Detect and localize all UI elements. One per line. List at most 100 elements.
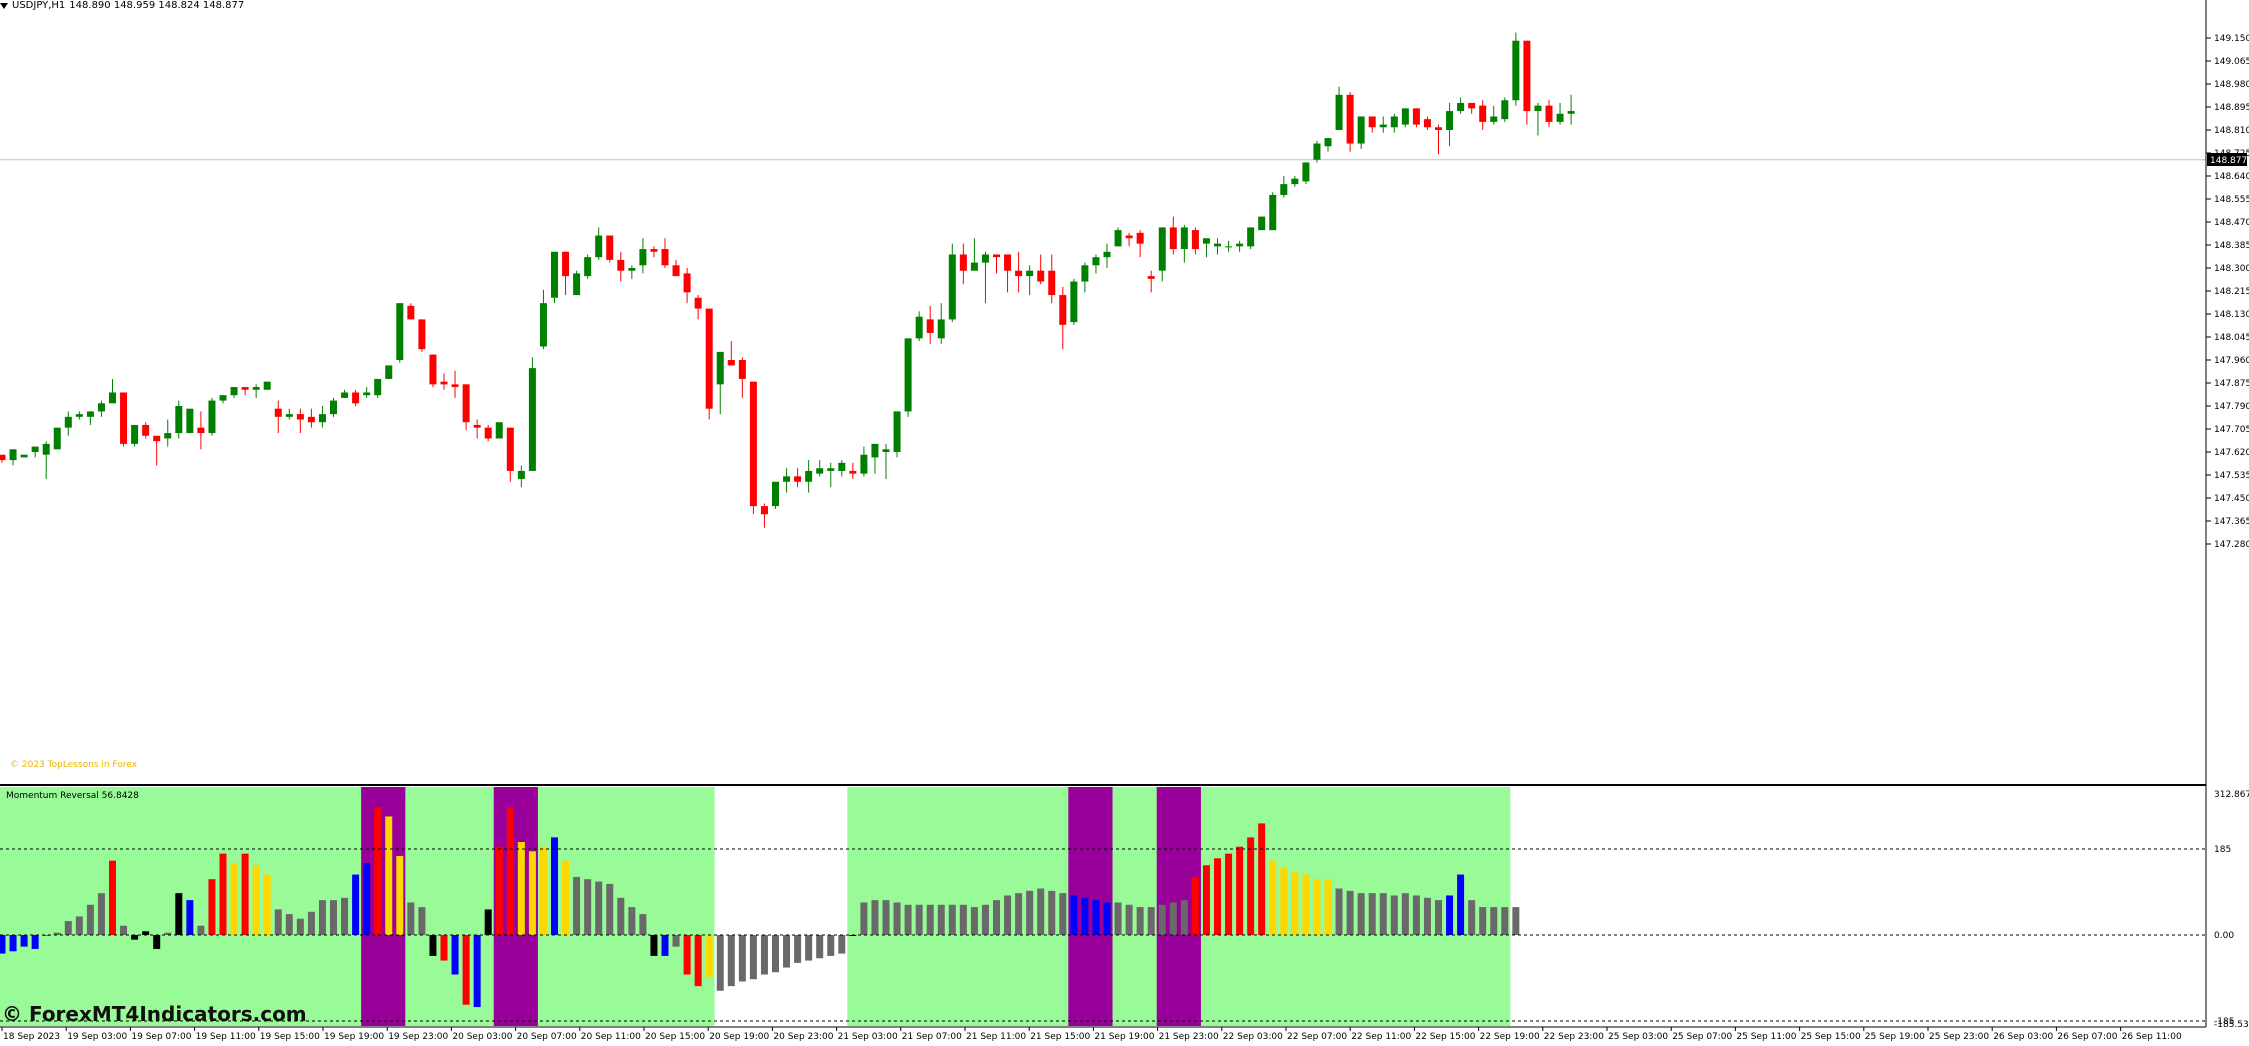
candle-body xyxy=(1070,281,1078,323)
candle xyxy=(473,419,481,439)
indicator-bar xyxy=(1291,872,1299,935)
candle xyxy=(904,338,912,417)
indicator-bar xyxy=(31,935,39,949)
candle-body xyxy=(1247,227,1255,247)
candle xyxy=(981,251,989,304)
candle xyxy=(1236,240,1244,252)
indicator-bar xyxy=(528,851,536,935)
candle-body xyxy=(1258,216,1266,231)
candle-body xyxy=(1225,246,1233,248)
candle xyxy=(1269,192,1277,231)
indicator-bar xyxy=(97,893,105,935)
candle-body xyxy=(539,303,547,347)
indicator-bar xyxy=(396,855,404,935)
candle xyxy=(1147,270,1155,293)
indicator-bar xyxy=(1015,893,1023,935)
indicator-bar xyxy=(882,900,890,935)
candle xyxy=(1435,124,1442,155)
candle xyxy=(241,387,249,396)
indicator-bar xyxy=(1324,879,1332,935)
candle xyxy=(219,395,227,404)
candle-body xyxy=(749,381,757,507)
indicator-bar xyxy=(1081,897,1089,935)
candle xyxy=(1357,116,1365,149)
candle-body xyxy=(219,395,227,401)
candle xyxy=(64,411,72,436)
candle xyxy=(1202,238,1210,258)
indicator-bar xyxy=(650,935,658,956)
candle xyxy=(1545,100,1553,128)
time-tick-label: 19 Sep 19:00 xyxy=(324,1032,384,1042)
candle xyxy=(186,408,194,434)
candle-body xyxy=(915,316,923,339)
candle xyxy=(727,341,735,366)
time-axis[interactable]: 18 Sep 2023 19 Sep 03:00 19 Sep 07:00 19 Se… xyxy=(1,1027,2182,1042)
indicator-bar xyxy=(1026,890,1034,935)
candle-body xyxy=(628,268,636,271)
candle-body xyxy=(1490,116,1498,122)
candle-body xyxy=(374,378,382,396)
price-panel[interactable] xyxy=(0,32,2206,786)
indicator-bar xyxy=(1313,879,1321,935)
indicator-bar xyxy=(584,879,592,935)
indicator-bar xyxy=(981,904,989,935)
candle-body xyxy=(639,249,647,266)
candle xyxy=(0,454,6,463)
indicator-bar xyxy=(993,900,1000,935)
candle-body xyxy=(330,400,337,415)
candle xyxy=(263,381,271,390)
candle-body xyxy=(186,408,194,434)
indicator-bar xyxy=(573,876,581,935)
indicator-bar xyxy=(639,914,647,935)
candle xyxy=(131,424,139,447)
candle xyxy=(1313,140,1321,163)
indicator-bar xyxy=(484,909,492,935)
candle-body xyxy=(694,297,702,309)
indicator-bar xyxy=(208,879,216,935)
candle-body xyxy=(584,257,592,277)
candle xyxy=(1523,40,1531,125)
indicator-bar xyxy=(1412,895,1420,935)
candle-body xyxy=(9,449,17,461)
candle-body xyxy=(1412,108,1420,125)
time-tick-label: 25 Sep 19:00 xyxy=(1865,1032,1925,1042)
price-tick-label: 147.960 xyxy=(2214,356,2249,366)
candle xyxy=(562,251,570,296)
indicator-bar xyxy=(595,881,603,935)
candle-body xyxy=(882,449,890,452)
candle xyxy=(1534,102,1542,136)
price-scale[interactable]: 149.150149.065148.980148.895148.810148.7… xyxy=(2205,0,2249,1030)
candle xyxy=(760,503,768,528)
candle xyxy=(1446,102,1454,147)
candle xyxy=(330,397,337,417)
indicator-bar xyxy=(617,897,625,935)
candle xyxy=(1556,102,1564,125)
candle xyxy=(484,424,492,442)
chevron-down-icon xyxy=(0,2,8,9)
price-tick-label: 149.150 xyxy=(2214,34,2249,44)
candle-body xyxy=(595,235,603,258)
candle-body xyxy=(716,351,724,385)
chart-copyright: © 2023 TopLessons in Forex xyxy=(10,760,137,770)
candle-body xyxy=(75,414,83,417)
indicator-bar xyxy=(805,935,813,961)
candle-body xyxy=(1114,230,1122,247)
candle xyxy=(573,270,581,296)
indicator-scale-label: 185 xyxy=(2214,845,2231,855)
price-tick-label: 148.045 xyxy=(2214,333,2249,343)
candle xyxy=(31,446,39,458)
price-tick-label: 147.620 xyxy=(2214,448,2249,458)
candle-body xyxy=(318,414,326,423)
indicator-bar xyxy=(153,935,161,949)
candle-body xyxy=(981,254,989,263)
indicator-bar xyxy=(1048,890,1056,935)
candle-body xyxy=(1037,270,1045,282)
indicator-panel[interactable] xyxy=(0,787,2206,1028)
candle xyxy=(274,400,282,434)
candle-body xyxy=(1081,265,1089,282)
symbol-ohlc: 148.890 148.959 148.824 148.877 xyxy=(69,0,245,11)
candle xyxy=(407,303,415,320)
indicator-bar xyxy=(197,925,205,935)
